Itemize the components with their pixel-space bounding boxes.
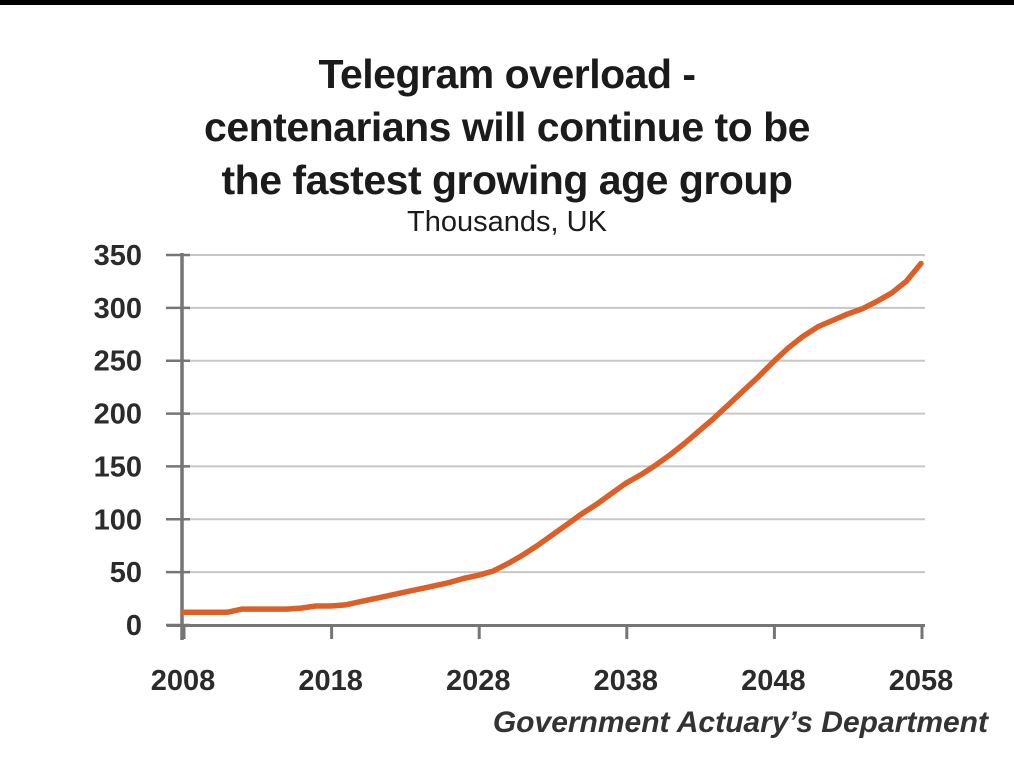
y-axis-labels: 0 50 100 150 200 250 300 350 — [94, 240, 142, 642]
chart-title-line-3: the fastest growing age group — [221, 157, 793, 203]
line-chart-plot: 0 50 100 150 200 250 300 350 2008 2018 2028 2038 204… — [94, 240, 954, 697]
svg-text:100: 100 — [94, 504, 142, 536]
chart-title-line-2: centenarians will continue to be — [204, 104, 810, 150]
svg-text:300: 300 — [94, 293, 142, 325]
svg-text:2058: 2058 — [889, 665, 954, 697]
chart-subtitle: Thousands, UK — [407, 206, 607, 238]
svg-text:2008: 2008 — [151, 665, 216, 697]
svg-text:50: 50 — [110, 557, 142, 589]
source-caption: Government Actuary’s Department — [492, 706, 988, 739]
svg-text:2038: 2038 — [594, 665, 659, 697]
svg-text:250: 250 — [94, 346, 142, 378]
svg-text:350: 350 — [94, 240, 142, 272]
svg-text:2018: 2018 — [298, 665, 363, 697]
data-line-centenarians — [180, 260, 924, 616]
gridlines — [183, 254, 925, 574]
chart-title-line-1: Telegram overload - — [318, 51, 696, 97]
axes — [166, 253, 925, 640]
svg-text:150: 150 — [94, 451, 142, 483]
svg-text:200: 200 — [94, 399, 142, 431]
svg-text:0: 0 — [126, 610, 142, 642]
svg-text:2028: 2028 — [446, 665, 511, 697]
top-border-rule — [0, 0, 1014, 5]
chart-title: Telegram overload - centenarians will co… — [0, 48, 1014, 207]
svg-text:2048: 2048 — [741, 665, 806, 697]
x-axis-labels: 2008 2018 2028 2038 2048 2058 — [151, 665, 954, 697]
